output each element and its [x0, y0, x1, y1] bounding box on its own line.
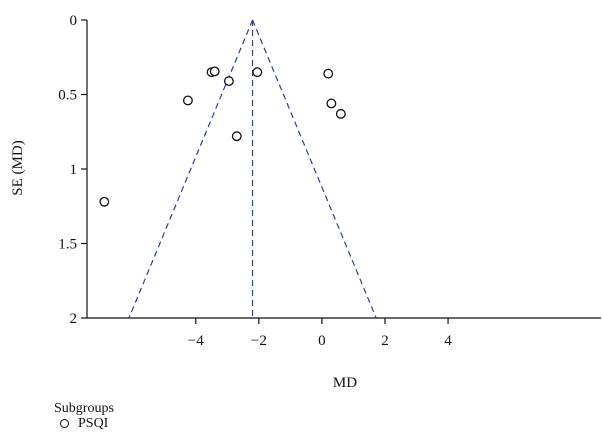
y-axis-title: SE (MD) [10, 140, 26, 195]
y-tick-label: 0.5 [58, 88, 77, 104]
x-tick-label: −2 [251, 333, 267, 349]
funnel-left-line [128, 19, 254, 319]
y-tick-label: 1 [70, 162, 78, 178]
data-point [99, 196, 110, 207]
data-point [182, 95, 193, 106]
legend-item-label: PSQI [78, 416, 109, 431]
x-axis: −4 −2 0 2 4 [87, 317, 601, 349]
data-point [252, 67, 263, 78]
data-point [209, 66, 220, 77]
x-tick-label: 0 [318, 333, 326, 349]
data-point [223, 76, 234, 87]
legend-title: Subgroups [54, 401, 114, 416]
y-tick-label: 1.5 [58, 237, 77, 253]
x-tick-label: −4 [188, 333, 204, 349]
x-tick-label: 4 [444, 333, 452, 349]
legend: Subgroups PSQI [54, 401, 114, 431]
data-point [323, 68, 334, 79]
x-tick-label: 2 [381, 333, 389, 349]
legend-item-psqi: PSQI [54, 416, 114, 431]
x-axis-title: MD [333, 375, 357, 391]
data-point [231, 131, 242, 142]
open-circle-marker-icon [60, 419, 69, 428]
funnel-right-line [251, 19, 377, 319]
data-point [335, 108, 346, 119]
funnel-lines [128, 19, 377, 319]
y-axis: 0 0.5 1 1.5 2 [58, 13, 88, 327]
y-tick-label: 2 [70, 311, 78, 327]
y-tick-label: 0 [70, 13, 78, 29]
data-points [99, 66, 346, 207]
data-point [326, 98, 337, 109]
